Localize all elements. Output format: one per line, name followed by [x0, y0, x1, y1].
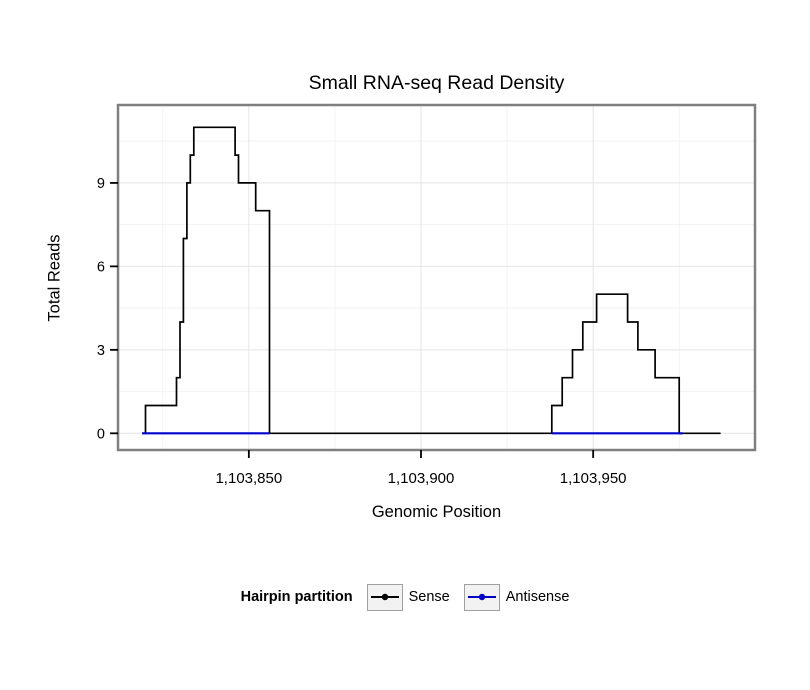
legend-label-sense: Sense	[408, 589, 450, 605]
legend-entries: Sense Antisense	[366, 583, 570, 611]
legend-title: Hairpin partition	[240, 589, 353, 605]
x-tick-label: 1,103,850	[215, 470, 282, 487]
y-tick-label: 0	[97, 426, 105, 442]
panel-background	[118, 105, 755, 450]
legend-glyph-sense	[370, 593, 399, 601]
y-tick-label: 9	[97, 176, 105, 192]
y-tick-label: 3	[97, 343, 105, 359]
panel-border	[116, 103, 757, 452]
legend-key-sense	[366, 583, 403, 611]
legend-label-antisense: Antisense	[505, 589, 570, 605]
x-tick-label: 1,103,900	[388, 470, 455, 487]
chart-title: Small RNA-seq Read Density	[308, 72, 565, 94]
legend-item-antisense: Antisense	[463, 583, 570, 611]
y-tick-label: 6	[97, 259, 105, 275]
legend-item-sense: Sense	[366, 583, 450, 611]
x-tick-label: 1,103,950	[560, 470, 627, 487]
series-sense	[142, 126, 721, 435]
legend-glyph-antisense	[467, 593, 496, 601]
legend: Hairpin partition Sense Antisense	[0, 582, 810, 612]
legend-key-antisense	[463, 583, 500, 611]
x-axis-label: Genomic Position	[371, 503, 502, 521]
